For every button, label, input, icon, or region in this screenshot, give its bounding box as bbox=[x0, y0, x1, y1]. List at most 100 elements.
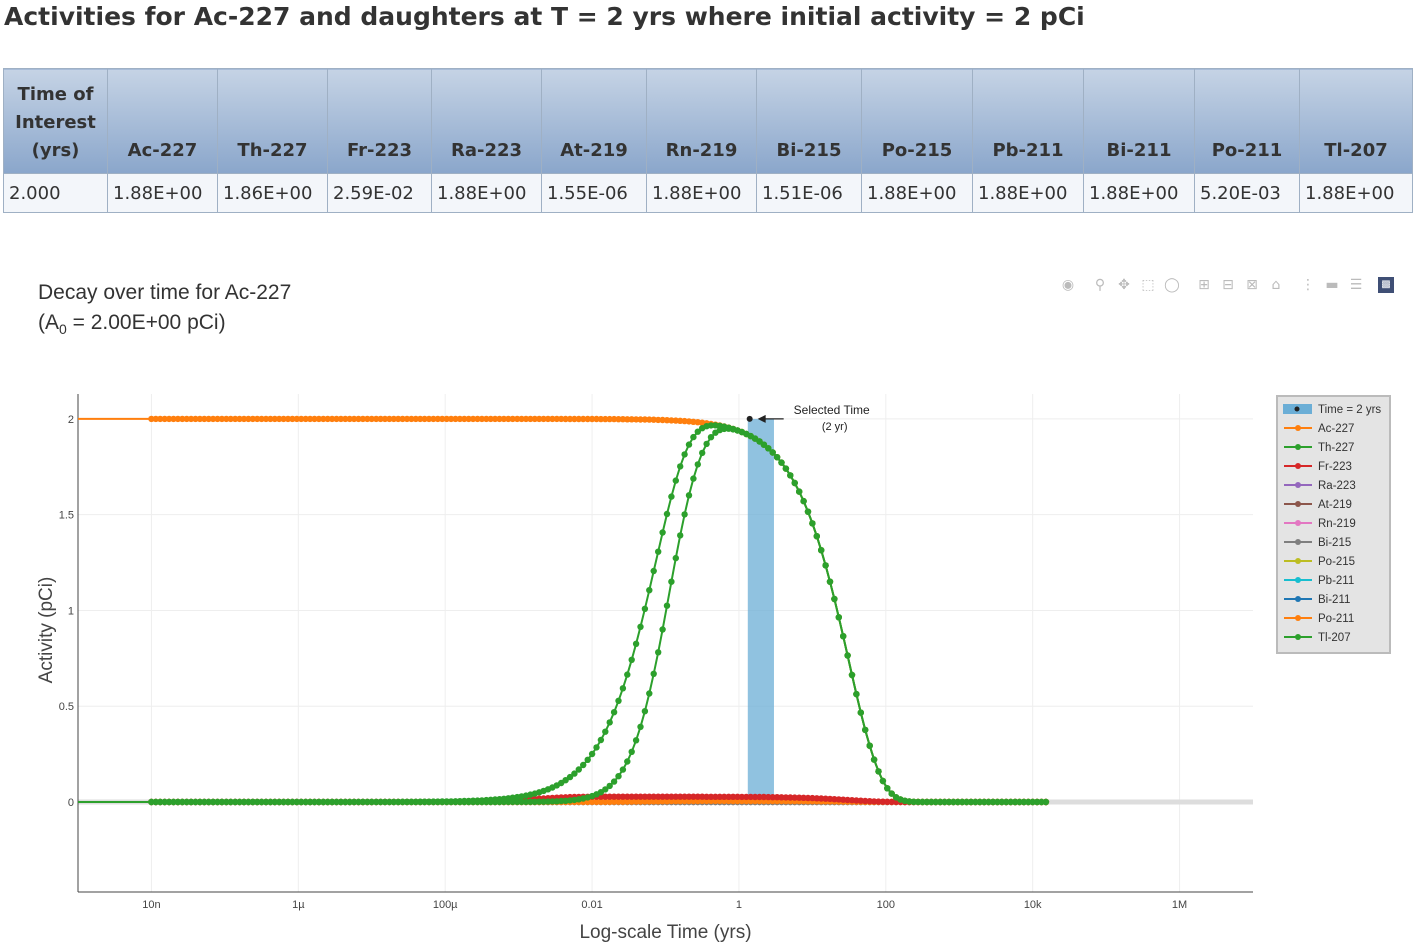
legend-item: Po-211 bbox=[1284, 613, 1354, 625]
ac227-point bbox=[456, 415, 464, 423]
th227-point bbox=[813, 533, 820, 540]
ac227-point bbox=[478, 415, 486, 423]
legend-marker bbox=[1295, 520, 1301, 526]
table-cell-8: 1.88E+00 bbox=[861, 173, 973, 213]
x-axis-label: Log-scale Time (yrs) bbox=[579, 922, 751, 943]
th227-point bbox=[681, 451, 688, 458]
ac227-point bbox=[232, 415, 239, 423]
ac227-point bbox=[187, 415, 195, 423]
th227-point bbox=[800, 497, 807, 505]
ac227-point bbox=[201, 415, 208, 423]
table-row: 2.000 1.88E+00 1.86E+00 2.59E-02 1.88E+00 1.5… bbox=[3, 173, 1413, 213]
x-tick-label: 1M bbox=[1172, 899, 1187, 911]
th227-point bbox=[342, 798, 349, 806]
po211-point bbox=[615, 798, 622, 805]
ac227-point bbox=[412, 415, 419, 423]
po211-point bbox=[588, 798, 596, 805]
th227-point bbox=[1025, 798, 1032, 806]
modebar: ◉ ⚲ ✥ ⬚ ◯ ⊞ ⊟ ⊠ ⌂ ⋮ ▬ ☰ ▩ bbox=[1058, 276, 1394, 294]
table-header-6: Rn-219 bbox=[646, 68, 757, 174]
ac227-point bbox=[588, 415, 596, 423]
fr223-point bbox=[756, 793, 763, 801]
th227-point bbox=[628, 656, 635, 663]
spike-lines-icon[interactable]: ⋮ bbox=[1301, 277, 1315, 293]
th227-point bbox=[575, 766, 582, 773]
th227-point bbox=[170, 798, 177, 806]
ac227-point bbox=[192, 415, 199, 423]
table-header-1: Ac-227 bbox=[107, 68, 218, 174]
annotation-arrowhead bbox=[757, 414, 766, 423]
th227-point bbox=[236, 798, 243, 806]
th227-point bbox=[619, 685, 627, 692]
fr223-point bbox=[637, 793, 644, 800]
plotly-logo-icon[interactable]: ▩ bbox=[1378, 277, 1394, 293]
th227-point bbox=[668, 493, 675, 500]
fr223-point bbox=[769, 794, 776, 801]
reset-axes-icon[interactable]: ⌂ bbox=[1271, 277, 1281, 293]
ra223-group-point bbox=[606, 782, 613, 790]
legend-marker bbox=[1295, 482, 1301, 488]
th227-point bbox=[421, 798, 428, 805]
chart-title-prefix: (A bbox=[38, 311, 59, 334]
box-select-icon[interactable]: ⬚ bbox=[1141, 277, 1155, 293]
hover-compare-icon[interactable]: ☰ bbox=[1349, 277, 1363, 293]
ac227-point bbox=[315, 415, 323, 423]
th227-point bbox=[844, 652, 851, 659]
table-header-2: Th-227 bbox=[217, 68, 328, 174]
th227-point bbox=[928, 798, 935, 806]
table-header-7: Bi-215 bbox=[756, 68, 862, 174]
ac227-point bbox=[500, 415, 508, 423]
ac227-point bbox=[461, 415, 468, 423]
zoom-in-icon[interactable]: ⊞ bbox=[1198, 277, 1210, 293]
th227-point bbox=[386, 798, 393, 806]
zoom-icon[interactable]: ⚲ bbox=[1094, 277, 1106, 293]
ac227-point bbox=[602, 415, 609, 423]
ac227-point bbox=[637, 416, 644, 423]
ra223-group-series bbox=[78, 425, 1050, 806]
ac227-point bbox=[254, 415, 261, 423]
lasso-icon[interactable]: ◯ bbox=[1164, 277, 1180, 293]
ra223-group-point bbox=[703, 440, 710, 448]
th227-line bbox=[78, 424, 1046, 803]
autoscale-icon[interactable]: ⊠ bbox=[1246, 277, 1258, 293]
table-cell-12: 1.88E+00 bbox=[1299, 173, 1413, 213]
pan-icon[interactable]: ✥ bbox=[1118, 277, 1130, 293]
po211-point bbox=[602, 798, 609, 805]
th227-point bbox=[298, 798, 305, 806]
th227-point bbox=[408, 798, 415, 805]
th227-point bbox=[866, 742, 873, 749]
th227-point bbox=[580, 761, 587, 769]
zoom-out-icon[interactable]: ⊟ bbox=[1222, 277, 1234, 293]
th227-point bbox=[853, 690, 860, 698]
fr223-point bbox=[668, 793, 675, 800]
ac227-point bbox=[496, 415, 503, 423]
chart-title-suffix: = 2.00E+00 pCi) bbox=[66, 311, 226, 334]
th227-point bbox=[566, 773, 574, 781]
th227-point bbox=[769, 449, 776, 456]
table-header-3: Fr-223 bbox=[327, 68, 432, 174]
ra223-group-point bbox=[615, 773, 622, 780]
x-tick-label: 0.01 bbox=[581, 899, 602, 911]
th227-point bbox=[765, 445, 772, 452]
th227-point bbox=[320, 798, 327, 806]
th227-point bbox=[826, 578, 834, 585]
legend-label: Po-215 bbox=[1318, 556, 1355, 568]
table-header-4: Ra-223 bbox=[431, 68, 542, 174]
legend-label: Pb-211 bbox=[1318, 575, 1354, 587]
th227-point bbox=[694, 428, 701, 435]
th227-point bbox=[249, 798, 256, 806]
th227-point bbox=[650, 567, 657, 575]
th227-point bbox=[227, 798, 234, 806]
th227-point bbox=[439, 798, 446, 805]
hover-closest-icon[interactable]: ▬ bbox=[1325, 277, 1339, 293]
fr223-point bbox=[606, 793, 613, 800]
th227-point bbox=[254, 798, 261, 806]
camera-icon[interactable]: ◉ bbox=[1061, 277, 1075, 293]
ac227-point bbox=[161, 415, 168, 423]
th227-point bbox=[967, 798, 975, 806]
legend-item: Time = 2 yrs bbox=[1283, 404, 1381, 416]
th227-point bbox=[350, 798, 358, 806]
th227-point bbox=[972, 798, 979, 806]
ac227-point bbox=[566, 415, 574, 423]
